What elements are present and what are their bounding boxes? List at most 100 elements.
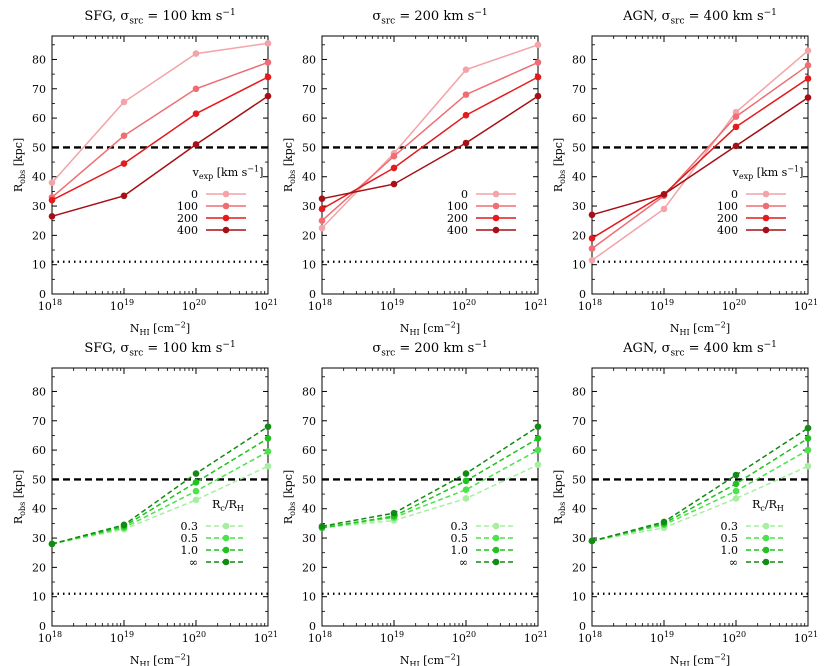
plot-frame [321,367,539,627]
y-tick-label: 50 [302,141,316,154]
data-point [588,234,596,242]
plot-frame [51,35,269,295]
data-point [462,477,470,485]
panel-title: AGN, σsrc = 400 km s−1 [622,340,777,359]
legend-swatch-marker [762,226,770,234]
data-point [660,191,668,198]
data-point [192,85,200,93]
legend-swatch-marker [492,546,500,554]
legend-swatch-marker [492,558,500,566]
series-line-∞ [321,425,539,528]
x-tick-label: 1021 [524,630,548,645]
data-point [732,487,740,495]
legend-label: ∞ [459,556,468,569]
y-axis-label: Robs [kpc] [282,138,297,192]
y-tick-label: 80 [302,53,316,66]
data-point [264,92,272,100]
data-point [120,98,128,106]
y-axis-label: Robs [kpc] [282,470,297,524]
y-tick-label: 70 [572,415,586,428]
panel-title: SFG, σsrc = 100 km s−1 [84,8,235,27]
y-axis-label: Robs [kpc] [12,138,27,192]
y-tick-label: 40 [572,503,586,516]
data-point [534,41,542,49]
y-tick-label: 30 [302,200,316,213]
series-line-0.5 [591,449,809,542]
data-point [390,509,398,517]
data-point [192,110,200,117]
data-point [534,73,542,81]
legend-label: 0.5 [721,532,739,545]
data-point [318,217,326,225]
data-point [462,139,470,147]
y-tick-label: 40 [572,171,586,184]
y-tick-label: 60 [572,112,586,125]
data-point [804,75,812,82]
data-point [462,470,470,477]
x-tick-label: 1019 [650,298,674,313]
x-axis-label: NHI [cm−2] [670,321,730,337]
y-tick-label: 10 [572,259,586,272]
plot-frame [591,35,809,295]
legend-title: vexp [km s−1] [732,165,804,181]
legend-label: 0.3 [181,520,199,533]
data-point [192,487,200,495]
panel-title: AGN, σsrc = 400 km s−1 [622,8,777,27]
y-tick-label: 80 [572,385,586,398]
data-point [534,461,542,469]
y-tick-label: 0 [39,288,46,301]
y-tick-label: 50 [572,473,586,486]
data-point [264,73,272,81]
y-tick-label: 80 [32,385,46,398]
legend-swatch-marker [222,214,230,222]
data-point [732,480,740,488]
y-tick-label: 80 [32,53,46,66]
data-point [804,462,812,470]
x-tick-label: 1021 [524,298,548,313]
data-point [48,540,56,548]
y-tick-label: 10 [302,259,316,272]
data-point [192,479,200,486]
legend-label: 100 [717,200,738,213]
y-tick-label: 0 [309,288,316,301]
x-tick-label: 1020 [182,630,206,645]
legend-swatch-marker [492,202,500,210]
data-point [534,59,542,66]
x-axis-label: NHI [cm−2] [670,653,730,666]
data-point [192,496,200,504]
series-line-1.0 [321,437,539,529]
legend-swatch-marker [222,546,230,554]
legend-label: 0.3 [721,520,739,533]
legend-swatch-marker [762,214,770,222]
data-point [48,179,56,186]
y-tick-label: 20 [302,229,316,242]
data-point [804,435,812,442]
y-tick-label: 60 [32,112,46,125]
data-point [48,196,56,204]
legend-swatch-marker [222,558,230,566]
y-tick-label: 20 [302,561,316,574]
x-tick-label: 1018 [308,298,332,313]
data-point [192,141,200,148]
data-point [264,423,272,430]
data-point [804,94,812,101]
y-tick-label: 30 [32,532,46,545]
series-line-0.3 [591,465,809,542]
y-tick-label: 70 [32,415,46,428]
data-point [462,486,470,493]
x-tick-label: 1018 [308,630,332,645]
data-point [264,448,272,455]
data-point [462,111,470,119]
x-tick-label: 1019 [650,630,674,645]
series-line-∞ [51,425,269,545]
data-point [264,59,272,66]
y-tick-label: 20 [572,561,586,574]
series-line-200 [591,77,809,239]
data-point [48,213,56,220]
y-tick-label: 40 [302,171,316,184]
legend-swatch-marker [762,202,770,210]
x-tick-label: 1021 [794,630,818,645]
data-point [120,192,128,200]
